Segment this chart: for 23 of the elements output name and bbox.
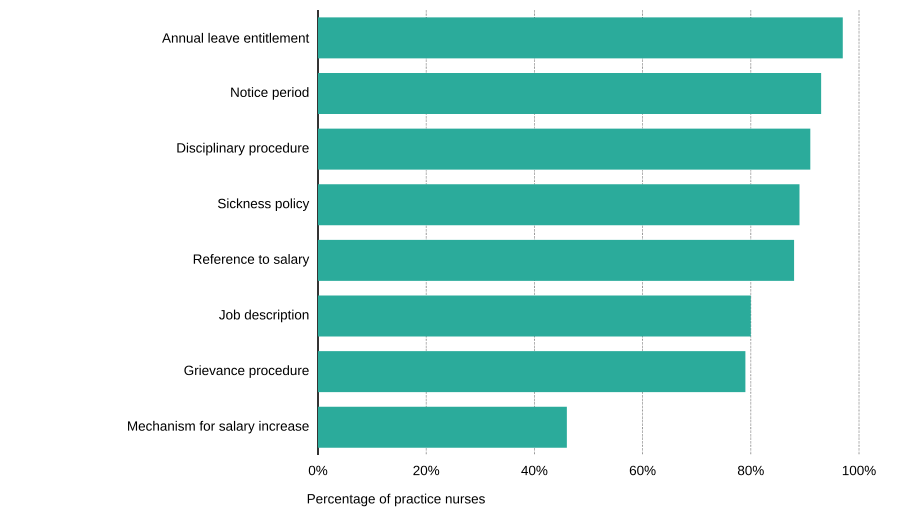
bar: [318, 17, 843, 58]
y-tick-label: Mechanism for salary increase: [128, 420, 309, 434]
bar: [318, 72, 822, 114]
x-tick-label: 60%: [630, 466, 656, 476]
y-tick-label: Grievance procedure: [184, 365, 309, 378]
x-tick-label: 40%: [521, 466, 548, 476]
y-tick-label: Notice period: [231, 87, 308, 100]
y-tick-label: Annual leave entitlement: [162, 32, 310, 43]
x-tick-label: 80%: [738, 466, 764, 476]
bar: [318, 240, 794, 281]
bar: [318, 128, 810, 170]
y-tick-label: Job description: [219, 310, 308, 322]
x-axis-title: Percentage of practice nurses: [308, 494, 485, 506]
x-tick-label: 100%: [842, 466, 876, 476]
bar: [318, 184, 800, 226]
x-tick-label: 20%: [413, 466, 440, 476]
bar: [318, 406, 567, 448]
y-tick-label: Disciplinary procedure: [177, 142, 309, 156]
bar: [318, 351, 746, 392]
y-tick-label: Sickness policy: [218, 198, 310, 211]
x-tick-label: 0%: [308, 466, 328, 476]
bar: [318, 295, 751, 336]
y-tick-label: Reference to salary: [194, 254, 310, 267]
